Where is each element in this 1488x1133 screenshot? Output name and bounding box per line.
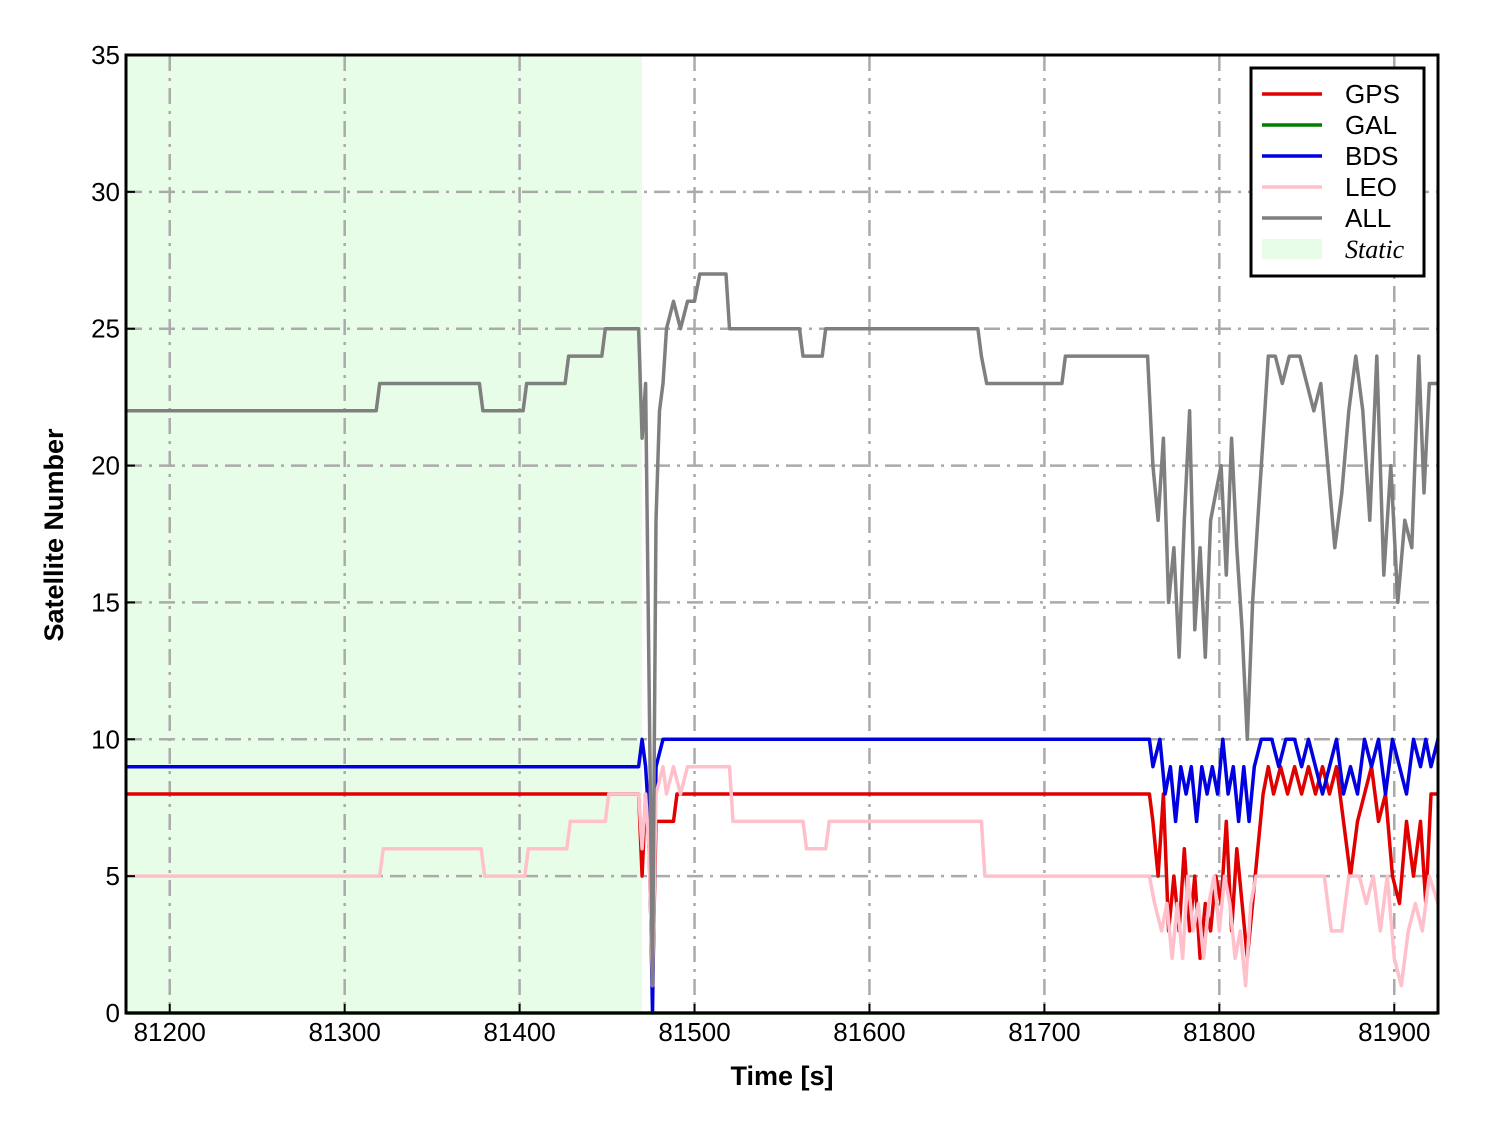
legend-label-all: ALL bbox=[1345, 203, 1391, 233]
shaded-region-layer bbox=[126, 55, 643, 1013]
legend-label-gal: GAL bbox=[1345, 110, 1397, 140]
x-tick-label: 81900 bbox=[1358, 1017, 1430, 1047]
x-axis-title: Time [s] bbox=[730, 1061, 833, 1091]
x-tick-label: 81200 bbox=[134, 1017, 206, 1047]
legend-label-leo: LEO bbox=[1345, 172, 1397, 202]
x-tick-label: 81600 bbox=[833, 1017, 905, 1047]
y-tick-label: 25 bbox=[91, 314, 120, 344]
series-line-bds bbox=[126, 737, 1440, 1015]
series-line-leo bbox=[126, 764, 1440, 988]
y-tick-label: 10 bbox=[91, 724, 120, 754]
y-tick-label: 20 bbox=[91, 451, 120, 481]
x-tick-label: 81300 bbox=[309, 1017, 381, 1047]
series-line-all bbox=[126, 272, 1438, 988]
y-tick-label: 5 bbox=[106, 861, 120, 891]
plot-frame bbox=[124, 53, 1440, 1015]
legend-label-static: Static bbox=[1345, 235, 1405, 264]
tick-layer: 81200 81300 81400 81500 81600 81700 81800 81900… bbox=[91, 40, 1430, 1047]
y-tick-label: 30 bbox=[91, 177, 120, 207]
y-tick-label: 15 bbox=[91, 587, 120, 617]
y-tick-label: 0 bbox=[106, 998, 120, 1028]
x-tick-label: 81400 bbox=[483, 1017, 555, 1047]
legend-label-bds: BDS bbox=[1345, 141, 1398, 171]
x-tick-label: 81500 bbox=[658, 1017, 730, 1047]
legend-swatch-static bbox=[1262, 239, 1322, 259]
legend-label-gps: GPS bbox=[1345, 79, 1400, 109]
y-axis-title: Satellite Number bbox=[39, 428, 69, 642]
x-tick-label: 81800 bbox=[1183, 1017, 1255, 1047]
x-tick-label: 81700 bbox=[1008, 1017, 1080, 1047]
y-tick-label: 35 bbox=[91, 40, 120, 70]
shaded-region-static bbox=[126, 55, 643, 1013]
